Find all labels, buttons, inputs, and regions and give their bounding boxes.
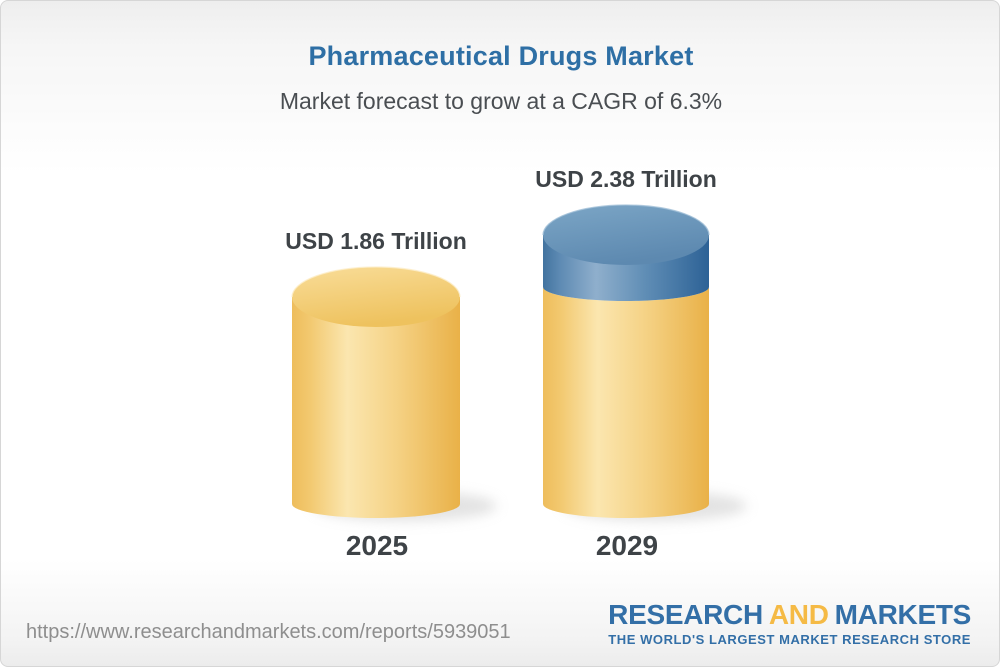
logo-word-and: AND <box>768 599 829 630</box>
page-title: Pharmaceutical Drugs Market <box>308 41 694 71</box>
logo-tagline: THE WORLD'S LARGEST MARKET RESEARCH STOR… <box>608 632 971 647</box>
cylinder-2025-body <box>292 297 460 518</box>
cylinder-2025-top-rim <box>291 266 461 298</box>
category-label-2029: 2029 <box>595 530 659 561</box>
research-and-markets-logo: RESEARCH AND MARKETS THE WORLD'S LARGEST M… <box>608 601 971 647</box>
page-subtitle: Market forecast to grow at a CAGR of 6.3… <box>279 88 723 114</box>
source-url: https://www.researchandmarkets.com/repor… <box>26 621 511 643</box>
cylinder-2029-top-rim <box>542 204 710 236</box>
logo-word-markets: MARKETS <box>834 599 972 630</box>
cylinder-2029-growth-top <box>543 205 709 265</box>
value-label-2025: USD 1.86 Trillion <box>285 228 467 254</box>
cylinder-2025-top <box>292 267 460 327</box>
value-label-2029: USD 2.38 Trillion <box>535 166 717 192</box>
cylinder-2029-base-body <box>543 287 709 518</box>
logo-word-research: RESEARCH <box>608 599 763 630</box>
category-label-2025: 2025 <box>345 530 409 561</box>
logo-wordmark: RESEARCH AND MARKETS <box>608 601 971 629</box>
